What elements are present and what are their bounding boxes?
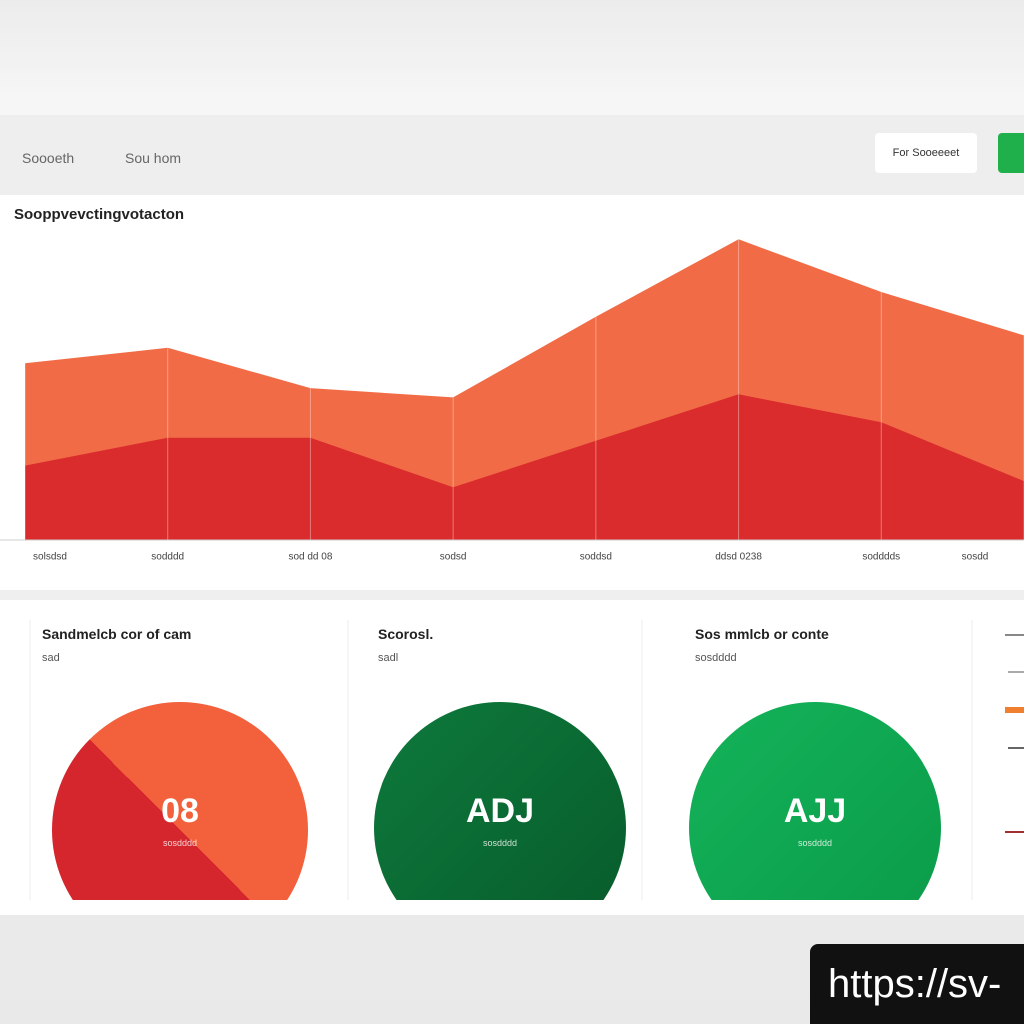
- card-caption: sosdddd: [797, 838, 833, 848]
- x-tick-label: sodddds: [862, 552, 900, 563]
- cards: [29, 620, 1024, 900]
- card-caption: sosdddd: [162, 838, 198, 848]
- chart-panel: Sooppvevctingvotacton solsdsd sodddd sod d…: [0, 195, 1024, 590]
- banner: https://sv-: [810, 944, 1024, 1024]
- x-tick-label: ddsd 0238: [715, 552, 762, 563]
- card-title: Sos mmlcb or conte: [695, 626, 829, 642]
- action-button[interactable]: [998, 133, 1024, 173]
- card-sub: sadl: [378, 652, 399, 664]
- nav-item[interactable]: Sou hom: [125, 150, 182, 166]
- card-caption: sosdddd: [482, 838, 518, 848]
- card-value: AJJ: [783, 792, 847, 830]
- x-tick-label: sodddd: [151, 552, 184, 563]
- circle: [374, 702, 626, 900]
- card-value: ADJ: [465, 792, 535, 830]
- card-sub: sad: [42, 652, 60, 664]
- x-tick-label: sosdd: [962, 552, 989, 563]
- card-value: 08: [161, 792, 199, 830]
- header: Soooeth Sou hom For Sooeeeet: [0, 115, 1024, 195]
- card-title: Scorosl.: [378, 626, 434, 642]
- cards-panel: Sandmelcb cor of cam sad 08 sosdddd Scorosl.…: [0, 600, 1024, 915]
- header-button[interactable]: For Sooeeeet: [875, 133, 977, 173]
- card-title: Sandmelcb cor of cam: [42, 626, 192, 642]
- x-tick-label: sod dd 08: [288, 552, 332, 563]
- legend-lines: [1005, 634, 1024, 833]
- chart: Sooppvevctingvotacton solsdsd sodddd sod d…: [0, 206, 1024, 563]
- circle: [689, 702, 941, 900]
- x-tick-label: solsdsd: [33, 552, 67, 563]
- chart-title: Sooppvevctingvotacton: [14, 206, 184, 223]
- circle: [52, 702, 308, 900]
- nav-item[interactable]: Soooeth: [22, 150, 75, 166]
- x-tick-label: sodsd: [440, 552, 467, 563]
- card-sub: sosdddd: [695, 652, 737, 664]
- x-tick-label: soddsd: [580, 552, 612, 563]
- area: [25, 394, 1024, 540]
